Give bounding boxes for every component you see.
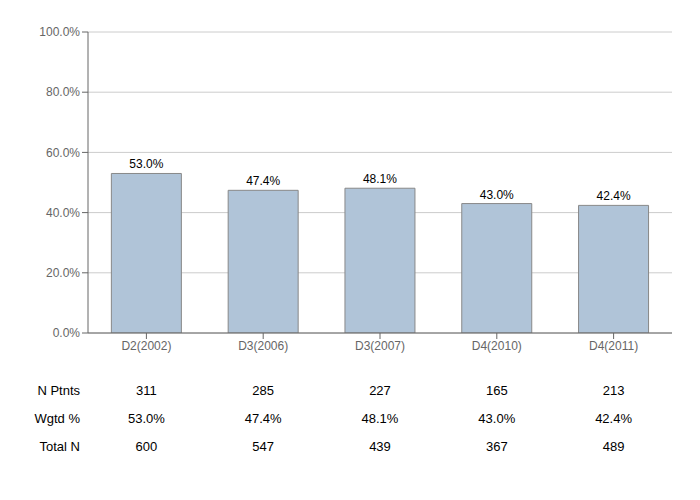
svg-text:40.0%: 40.0% [46, 206, 80, 220]
svg-text:D3(2006): D3(2006) [238, 339, 288, 353]
html-text:367: 367 [485, 438, 508, 454]
svg-text:D4(2011): D4(2011) [589, 339, 638, 353]
svg-text:D4(2010): D4(2010) [472, 339, 522, 353]
html-text:53.0%: 53.0% [128, 410, 165, 426]
html-text:600: 600 [135, 438, 158, 454]
svg-text:42.4%: 42.4% [597, 189, 631, 203]
html-text:311: 311 [136, 382, 157, 398]
svg-text:20.0%: 20.0% [46, 266, 80, 280]
svg-text:60.0%: 60.0% [46, 146, 80, 160]
html-text:42.4%: 42.4% [595, 410, 632, 426]
html-text:Wgtd %: Wgtd % [34, 410, 80, 426]
html-text:547: 547 [252, 438, 274, 454]
html-text:489: 489 [602, 438, 625, 454]
html-text:285: 285 [252, 382, 274, 398]
svg-text:48.1%: 48.1% [363, 172, 397, 186]
svg-text:53.0%: 53.0% [129, 157, 163, 171]
html-text:213: 213 [602, 382, 625, 398]
html-text:165: 165 [485, 382, 508, 398]
html-text:Total N: Total N [39, 438, 80, 454]
html-text:N Ptnts: N Ptnts [37, 382, 80, 398]
svg-text:80.0%: 80.0% [46, 85, 80, 99]
svg-text:D2(2002): D2(2002) [121, 339, 171, 353]
html-text:43.0%: 43.0% [478, 410, 516, 426]
html-text:47.4%: 47.4% [244, 410, 282, 426]
html-text:227: 227 [369, 382, 391, 398]
svg-text:0.0%: 0.0% [53, 326, 81, 340]
svg-text:100.0%: 100.0% [39, 25, 80, 39]
svg-text:D3(2007): D3(2007) [355, 339, 405, 353]
html-text:48.1%: 48.1% [361, 410, 399, 426]
html-text:439: 439 [369, 438, 391, 454]
svg-text:43.0%: 43.0% [480, 188, 514, 202]
svg-text:47.4%: 47.4% [246, 174, 280, 188]
